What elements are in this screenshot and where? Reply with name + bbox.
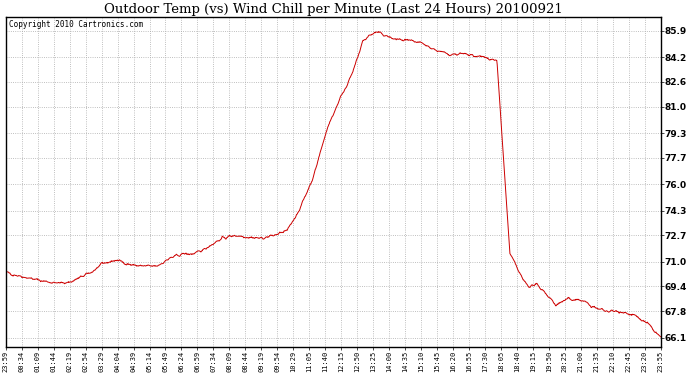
Text: Copyright 2010 Cartronics.com: Copyright 2010 Cartronics.com bbox=[9, 20, 144, 29]
Title: Outdoor Temp (vs) Wind Chill per Minute (Last 24 Hours) 20100921: Outdoor Temp (vs) Wind Chill per Minute … bbox=[104, 3, 562, 16]
